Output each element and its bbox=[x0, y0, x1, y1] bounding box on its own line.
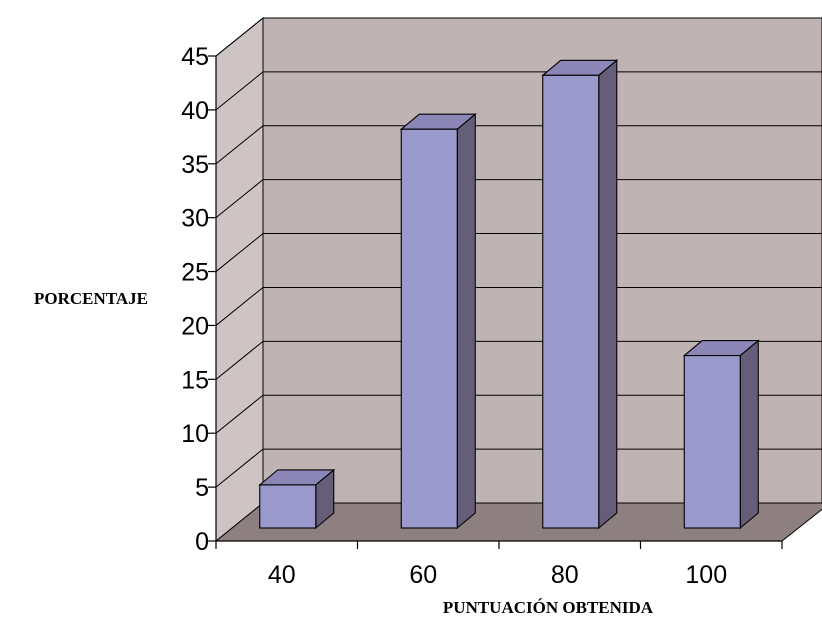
y-tick-label: 45 bbox=[181, 43, 209, 71]
y-tick-label: 35 bbox=[181, 151, 209, 179]
bar-60 bbox=[399, 113, 477, 530]
y-tick-label: 10 bbox=[181, 420, 209, 448]
y-tick-label: 25 bbox=[181, 259, 209, 287]
y-tick-label: 20 bbox=[181, 312, 209, 340]
bar-front-face bbox=[259, 484, 317, 529]
bar-front-face bbox=[400, 128, 458, 529]
gridline bbox=[215, 17, 822, 57]
bars bbox=[258, 59, 760, 530]
bar-100 bbox=[682, 339, 760, 530]
bar-40 bbox=[258, 468, 336, 530]
x-axis-title: PUNTUACIÓN OBTENIDA bbox=[443, 598, 654, 617]
bar-80 bbox=[541, 59, 619, 530]
x-tick-label: 40 bbox=[268, 561, 296, 589]
gridline bbox=[215, 286, 822, 326]
y-tick-label: 30 bbox=[181, 205, 209, 233]
y-tick-labels: 0 5 10 15 20 25 30 35 40 45 bbox=[181, 43, 209, 556]
side-wall bbox=[215, 16, 264, 543]
bar-side-face bbox=[598, 59, 618, 530]
gridline bbox=[215, 448, 822, 488]
bar-side-face bbox=[456, 113, 476, 530]
bar-front-face bbox=[542, 74, 600, 529]
x-tick-label: 60 bbox=[409, 561, 437, 589]
axes bbox=[208, 55, 783, 549]
bar-side-face bbox=[739, 339, 759, 530]
x-tick-label: 80 bbox=[551, 561, 579, 589]
gridline bbox=[215, 179, 822, 219]
y-tick-label: 15 bbox=[181, 366, 209, 394]
y-tick-label: 0 bbox=[195, 528, 209, 556]
gridline bbox=[215, 233, 822, 272]
gridlines bbox=[215, 17, 822, 488]
gridline bbox=[215, 71, 822, 111]
x-tick-labels: 40 60 80 100 bbox=[268, 561, 727, 589]
y-tick-label: 5 bbox=[195, 474, 209, 502]
x-tick-label: 100 bbox=[685, 561, 727, 589]
gridline bbox=[215, 340, 822, 380]
gridline bbox=[215, 394, 822, 434]
y-tick-label: 40 bbox=[181, 97, 209, 125]
y-axis-title: PORCENTAJE bbox=[34, 289, 148, 308]
gridline bbox=[215, 125, 822, 165]
bar-front-face bbox=[683, 355, 741, 529]
